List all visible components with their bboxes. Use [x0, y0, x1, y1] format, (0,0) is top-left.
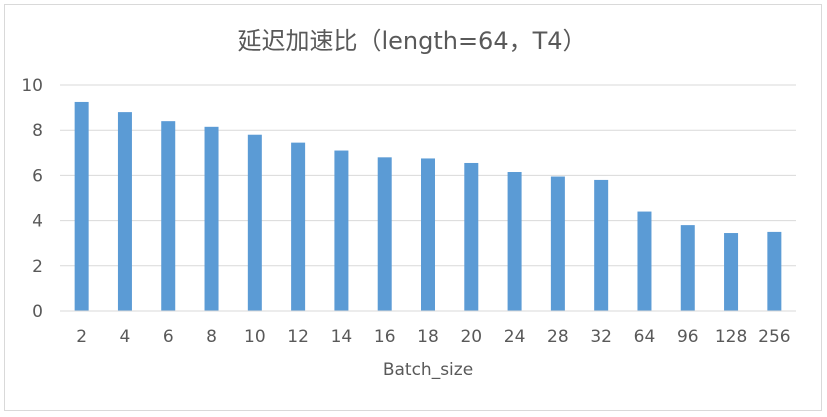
bar-6: [161, 121, 176, 311]
x-axis-ticks: 2 4 6 8 10 12 14 16 18 20 24 28 32 64 96 128 256: [76, 327, 790, 347]
bar-28: [550, 176, 565, 311]
x-tick-label: 128: [715, 327, 747, 347]
bar-8: [204, 126, 219, 311]
y-axis-ticks: 0 2 4 6 8 10: [21, 76, 43, 322]
y-tick-label: 10: [21, 76, 43, 96]
x-axis-title: Batch_size: [383, 360, 473, 380]
x-tick-label: 20: [460, 327, 482, 347]
x-tick-label: 8: [206, 327, 217, 347]
bar-24: [507, 172, 522, 311]
x-tick-label: 96: [677, 327, 699, 347]
bar-64: [637, 211, 652, 311]
x-tick-label: 12: [287, 327, 309, 347]
bar-14: [334, 150, 349, 311]
x-tick-label: 10: [244, 327, 266, 347]
bar-16: [377, 157, 392, 311]
bar-4: [117, 112, 132, 312]
x-tick-label: 24: [504, 327, 526, 347]
y-tick-label: 8: [32, 121, 43, 141]
x-tick-label: 2: [76, 327, 87, 347]
bars: [74, 101, 782, 312]
bar-2: [74, 101, 89, 311]
x-tick-label: 14: [331, 327, 353, 347]
bar-10: [247, 134, 262, 311]
x-tick-label: 6: [163, 327, 174, 347]
x-tick-label: 28: [547, 327, 569, 347]
y-tick-label: 2: [32, 257, 43, 277]
bar-18: [421, 158, 435, 311]
bar-32: [594, 179, 609, 311]
x-tick-label: 18: [417, 327, 439, 347]
bar-12: [291, 142, 306, 311]
y-tick-label: 4: [32, 212, 43, 232]
x-tick-label: 256: [758, 327, 790, 347]
x-tick-label: 64: [634, 327, 656, 347]
bar-256: [767, 231, 782, 311]
bar-20: [464, 162, 479, 311]
chart-title: 延迟加速比（length=64，T4）: [237, 27, 586, 55]
bar-128: [724, 233, 739, 311]
x-tick-label: 4: [120, 327, 131, 347]
y-tick-label: 0: [32, 302, 43, 322]
bar-96: [680, 225, 695, 311]
chart-frame: [4, 4, 822, 411]
y-tick-label: 6: [32, 166, 43, 186]
x-tick-label: 32: [590, 327, 612, 347]
x-tick-label: 16: [374, 327, 396, 347]
